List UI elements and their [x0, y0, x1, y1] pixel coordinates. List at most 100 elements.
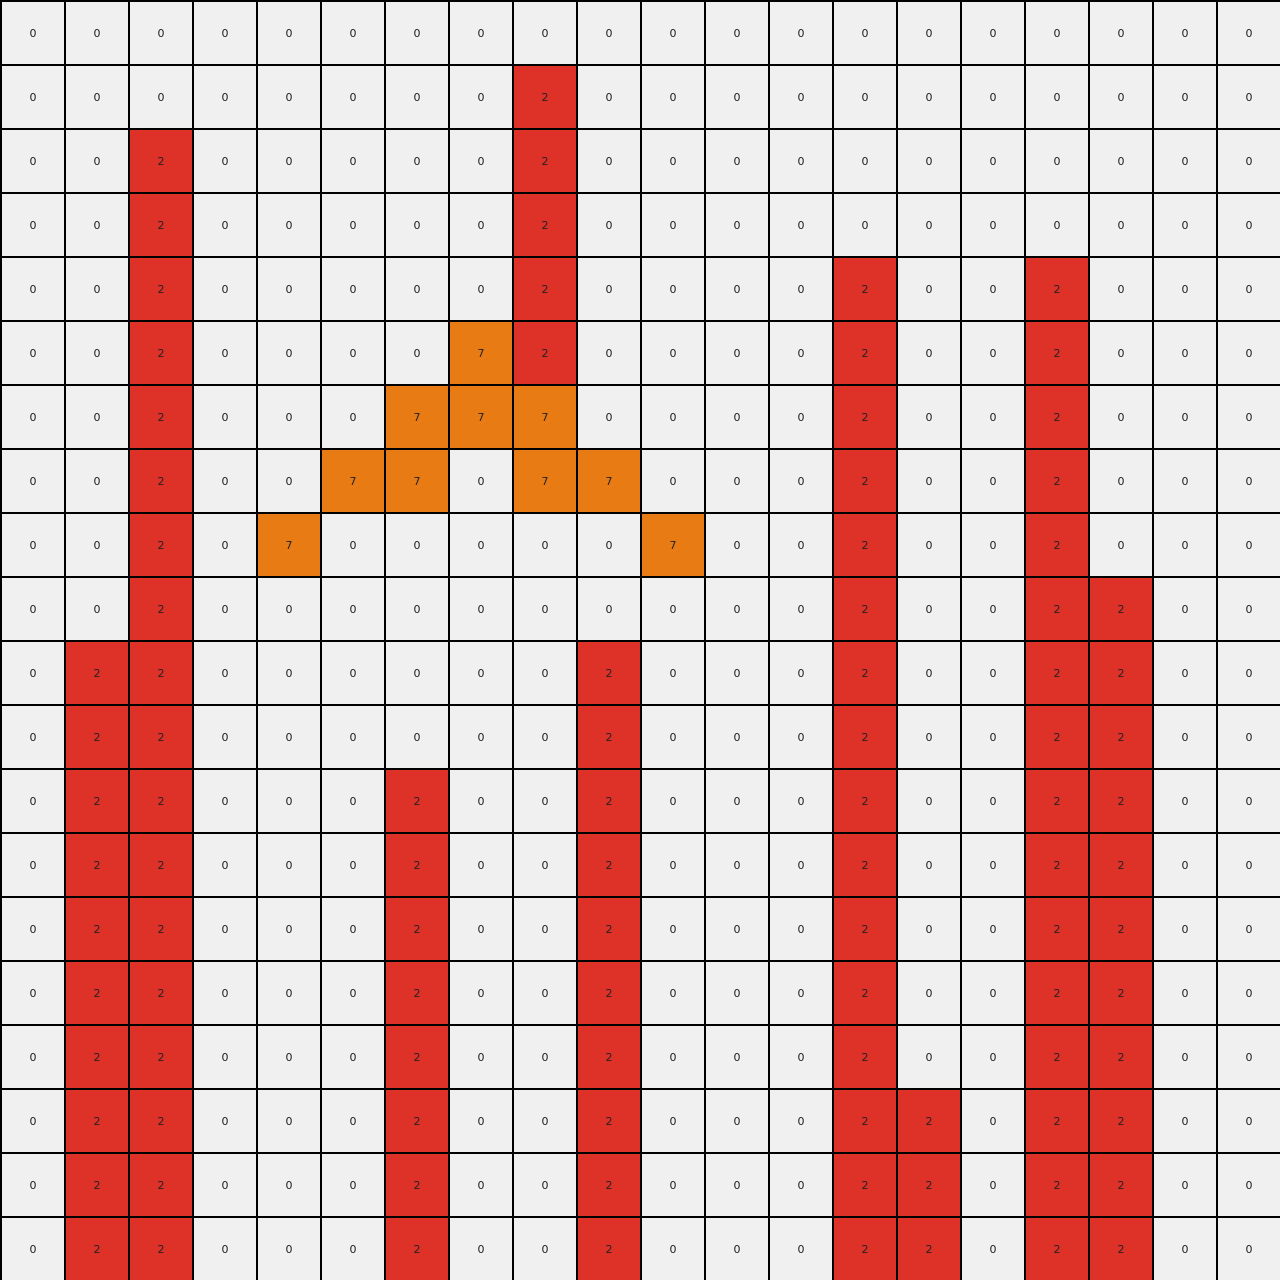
- grid-cell[interactable]: 2: [1026, 1026, 1088, 1088]
- grid-cell[interactable]: 2: [834, 770, 896, 832]
- grid-cell[interactable]: 0: [642, 706, 704, 768]
- grid-cell[interactable]: 0: [194, 1090, 256, 1152]
- grid-cell[interactable]: 0: [450, 578, 512, 640]
- grid-cell[interactable]: 0: [1090, 66, 1152, 128]
- grid-cell[interactable]: 0: [514, 2, 576, 64]
- grid-cell[interactable]: 2: [834, 258, 896, 320]
- grid-cell[interactable]: 0: [1090, 258, 1152, 320]
- grid-cell[interactable]: 0: [1154, 834, 1216, 896]
- grid-cell[interactable]: 0: [770, 1218, 832, 1280]
- grid-cell[interactable]: 0: [322, 514, 384, 576]
- grid-cell[interactable]: 2: [834, 962, 896, 1024]
- grid-cell[interactable]: 0: [322, 2, 384, 64]
- grid-cell[interactable]: 0: [898, 386, 960, 448]
- grid-cell[interactable]: 0: [1218, 706, 1280, 768]
- grid-cell[interactable]: 0: [194, 1026, 256, 1088]
- grid-cell[interactable]: 0: [450, 66, 512, 128]
- grid-cell[interactable]: 2: [1026, 514, 1088, 576]
- grid-cell[interactable]: 0: [706, 1154, 768, 1216]
- grid-cell[interactable]: 0: [1218, 130, 1280, 192]
- grid-cell[interactable]: 0: [450, 514, 512, 576]
- grid-cell[interactable]: 0: [386, 706, 448, 768]
- grid-cell[interactable]: 0: [642, 322, 704, 384]
- grid-cell[interactable]: 2: [1090, 1218, 1152, 1280]
- grid-cell[interactable]: 0: [642, 578, 704, 640]
- grid-cell[interactable]: 0: [578, 194, 640, 256]
- grid-cell[interactable]: 0: [642, 770, 704, 832]
- grid-cell[interactable]: 2: [1026, 322, 1088, 384]
- grid-cell[interactable]: 0: [1090, 194, 1152, 256]
- grid-cell[interactable]: 0: [514, 1090, 576, 1152]
- grid-cell[interactable]: 0: [1218, 770, 1280, 832]
- grid-cell[interactable]: 0: [642, 130, 704, 192]
- grid-cell[interactable]: 0: [386, 578, 448, 640]
- grid-cell[interactable]: 0: [1154, 1090, 1216, 1152]
- grid-cell[interactable]: 0: [322, 962, 384, 1024]
- grid-cell[interactable]: 0: [1154, 386, 1216, 448]
- grid-cell[interactable]: 0: [898, 194, 960, 256]
- grid-cell[interactable]: 2: [66, 1026, 128, 1088]
- grid-cell[interactable]: 2: [1090, 834, 1152, 896]
- grid-cell[interactable]: 2: [66, 1154, 128, 1216]
- grid-cell[interactable]: 0: [1090, 130, 1152, 192]
- grid-cell[interactable]: 0: [962, 386, 1024, 448]
- grid-cell[interactable]: 0: [706, 1218, 768, 1280]
- grid-cell[interactable]: 0: [706, 770, 768, 832]
- grid-cell[interactable]: 2: [1090, 898, 1152, 960]
- grid-cell[interactable]: 0: [258, 1154, 320, 1216]
- grid-cell[interactable]: 0: [706, 834, 768, 896]
- grid-cell[interactable]: 0: [258, 66, 320, 128]
- grid-cell[interactable]: 0: [1154, 642, 1216, 704]
- grid-cell[interactable]: 2: [834, 322, 896, 384]
- grid-cell[interactable]: 2: [834, 386, 896, 448]
- grid-cell[interactable]: 0: [66, 386, 128, 448]
- grid-cell[interactable]: 0: [2, 834, 64, 896]
- grid-cell[interactable]: 0: [258, 450, 320, 512]
- grid-cell[interactable]: 2: [834, 578, 896, 640]
- grid-cell[interactable]: 0: [386, 2, 448, 64]
- grid-cell[interactable]: 0: [770, 322, 832, 384]
- grid-cell[interactable]: 2: [834, 642, 896, 704]
- grid-cell[interactable]: 0: [578, 130, 640, 192]
- grid-cell[interactable]: 0: [898, 962, 960, 1024]
- grid-cell[interactable]: 2: [1026, 642, 1088, 704]
- grid-cell[interactable]: 0: [1154, 1154, 1216, 1216]
- grid-cell[interactable]: 0: [1218, 514, 1280, 576]
- grid-cell[interactable]: 0: [962, 1154, 1024, 1216]
- grid-cell[interactable]: 0: [706, 578, 768, 640]
- grid-cell[interactable]: 0: [2, 642, 64, 704]
- grid-cell[interactable]: 2: [130, 834, 192, 896]
- grid-cell[interactable]: 0: [2, 2, 64, 64]
- grid-cell[interactable]: 2: [386, 1218, 448, 1280]
- grid-cell[interactable]: 0: [322, 834, 384, 896]
- grid-cell[interactable]: 2: [898, 1154, 960, 1216]
- grid-cell[interactable]: 2: [578, 1218, 640, 1280]
- grid-cell[interactable]: 0: [514, 1218, 576, 1280]
- grid-cell[interactable]: 0: [706, 962, 768, 1024]
- grid-cell[interactable]: 0: [578, 66, 640, 128]
- grid-cell[interactable]: 2: [386, 1090, 448, 1152]
- grid-cell[interactable]: 2: [578, 706, 640, 768]
- grid-cell[interactable]: 0: [258, 962, 320, 1024]
- grid-cell[interactable]: 0: [1218, 1026, 1280, 1088]
- grid-cell[interactable]: 0: [1218, 642, 1280, 704]
- grid-cell[interactable]: 2: [130, 898, 192, 960]
- grid-cell[interactable]: 0: [2, 514, 64, 576]
- grid-cell[interactable]: 2: [66, 1090, 128, 1152]
- grid-cell[interactable]: 0: [834, 130, 896, 192]
- grid-cell[interactable]: 0: [322, 770, 384, 832]
- grid-cell[interactable]: 0: [2, 1026, 64, 1088]
- grid-cell[interactable]: 2: [514, 66, 576, 128]
- grid-cell[interactable]: 0: [578, 258, 640, 320]
- grid-cell[interactable]: 2: [66, 770, 128, 832]
- grid-cell[interactable]: 0: [514, 514, 576, 576]
- grid-cell[interactable]: 2: [578, 1026, 640, 1088]
- grid-cell[interactable]: 0: [1026, 2, 1088, 64]
- grid-cell[interactable]: 0: [450, 194, 512, 256]
- grid-cell[interactable]: 0: [770, 130, 832, 192]
- grid-cell[interactable]: 0: [1090, 450, 1152, 512]
- grid-cell[interactable]: 0: [1218, 834, 1280, 896]
- grid-cell[interactable]: 2: [1026, 1090, 1088, 1152]
- grid-cell[interactable]: 0: [770, 194, 832, 256]
- grid-cell[interactable]: 0: [2, 770, 64, 832]
